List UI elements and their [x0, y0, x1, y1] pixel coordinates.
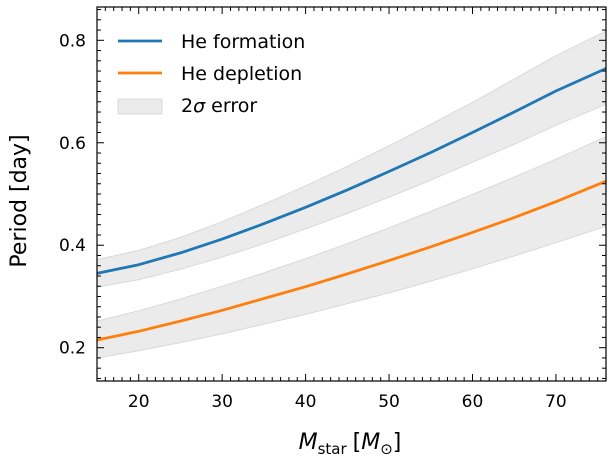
- y-axis-label: Period [day]: [7, 134, 32, 267]
- axis-ticks: [97, 7, 607, 381]
- series-line-depletion: [96, 179, 607, 342]
- y-tick-label: 0.4: [59, 236, 86, 256]
- x-tick-label: 20: [128, 392, 150, 412]
- x-tick-label: 40: [295, 392, 317, 412]
- y-tick-label: 0.6: [59, 134, 86, 154]
- x-tick-label: 50: [378, 392, 400, 412]
- legend-formation-label: He formation: [181, 31, 305, 53]
- x-tick-label: 70: [545, 392, 567, 412]
- y-tick-label: 0.8: [59, 31, 86, 51]
- series-lines: [96, 67, 607, 342]
- legend: He formation He depletion 2σ error: [117, 31, 305, 117]
- legend-depletion-label: He depletion: [181, 63, 302, 85]
- y-tick-label: 0.2: [59, 339, 86, 359]
- x-tick-label: 30: [211, 392, 233, 412]
- x-tick-label: 60: [462, 392, 484, 412]
- legend-error-label: 2σ error: [181, 95, 257, 117]
- tick-labels: 20 30 40 50 60 70 0.2 0.4 0.6 0.8: [59, 31, 567, 412]
- x-axis-label: Mstar [M⊙]: [299, 430, 402, 458]
- legend-error-swatch: [117, 98, 163, 115]
- error-bands: [96, 30, 607, 359]
- series-line-formation: [96, 67, 607, 275]
